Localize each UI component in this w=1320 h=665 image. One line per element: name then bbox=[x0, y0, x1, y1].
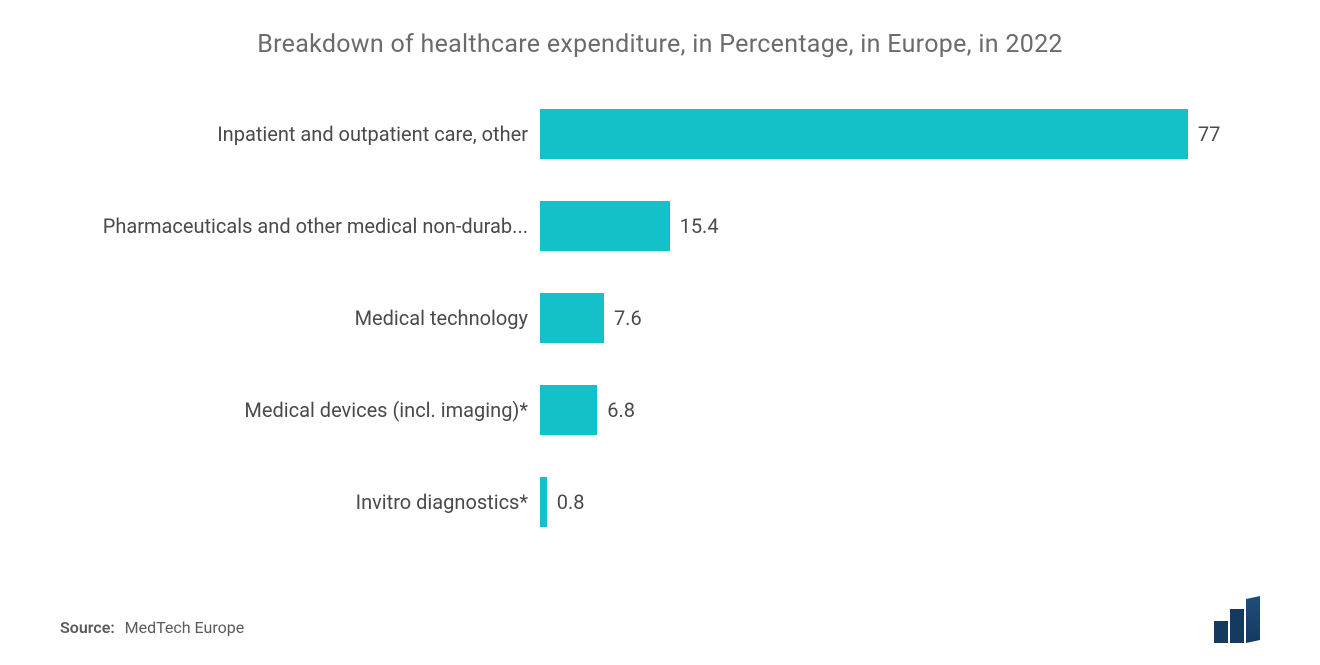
mordor-logo-icon bbox=[1214, 599, 1260, 643]
bar-fill bbox=[540, 477, 547, 527]
bar-label: Pharmaceuticals and other medical non-du… bbox=[70, 214, 540, 238]
bar-label: Invitro diagnostics* bbox=[70, 490, 540, 514]
bar-fill bbox=[540, 385, 597, 435]
bar-row: Medical technology 7.6 bbox=[70, 293, 1230, 343]
logo-bar-icon bbox=[1230, 609, 1244, 643]
bar-track: 15.4 bbox=[540, 201, 1230, 251]
bar-value: 77 bbox=[1198, 122, 1220, 146]
logo-bar-icon bbox=[1214, 621, 1228, 643]
bar-fill bbox=[540, 201, 670, 251]
bar-track: 6.8 bbox=[540, 385, 1230, 435]
bars-area: Inpatient and outpatient care, other 77 … bbox=[60, 109, 1260, 527]
source-text: MedTech Europe bbox=[125, 618, 245, 637]
bar-track: 7.6 bbox=[540, 293, 1230, 343]
chart-container: Breakdown of healthcare expenditure, in … bbox=[0, 0, 1320, 665]
bar-fill bbox=[540, 293, 604, 343]
logo-bar-icon bbox=[1246, 596, 1260, 643]
bar-value: 0.8 bbox=[557, 490, 585, 514]
source-line: Source: MedTech Europe bbox=[60, 618, 244, 637]
bar-value: 6.8 bbox=[607, 398, 635, 422]
bar-track: 77 bbox=[540, 109, 1230, 159]
bar-fill bbox=[540, 109, 1188, 159]
bar-label: Medical devices (incl. imaging)* bbox=[70, 398, 540, 422]
bar-value: 7.6 bbox=[614, 306, 642, 330]
bar-row: Inpatient and outpatient care, other 77 bbox=[70, 109, 1230, 159]
bar-track: 0.8 bbox=[540, 477, 1230, 527]
bar-row: Medical devices (incl. imaging)* 6.8 bbox=[70, 385, 1230, 435]
bar-row: Invitro diagnostics* 0.8 bbox=[70, 477, 1230, 527]
bar-label: Inpatient and outpatient care, other bbox=[70, 122, 540, 146]
chart-title: Breakdown of healthcare expenditure, in … bbox=[60, 30, 1260, 59]
bar-row: Pharmaceuticals and other medical non-du… bbox=[70, 201, 1230, 251]
bar-value: 15.4 bbox=[680, 214, 719, 238]
source-label: Source: bbox=[60, 618, 115, 637]
bar-label: Medical technology bbox=[70, 306, 540, 330]
